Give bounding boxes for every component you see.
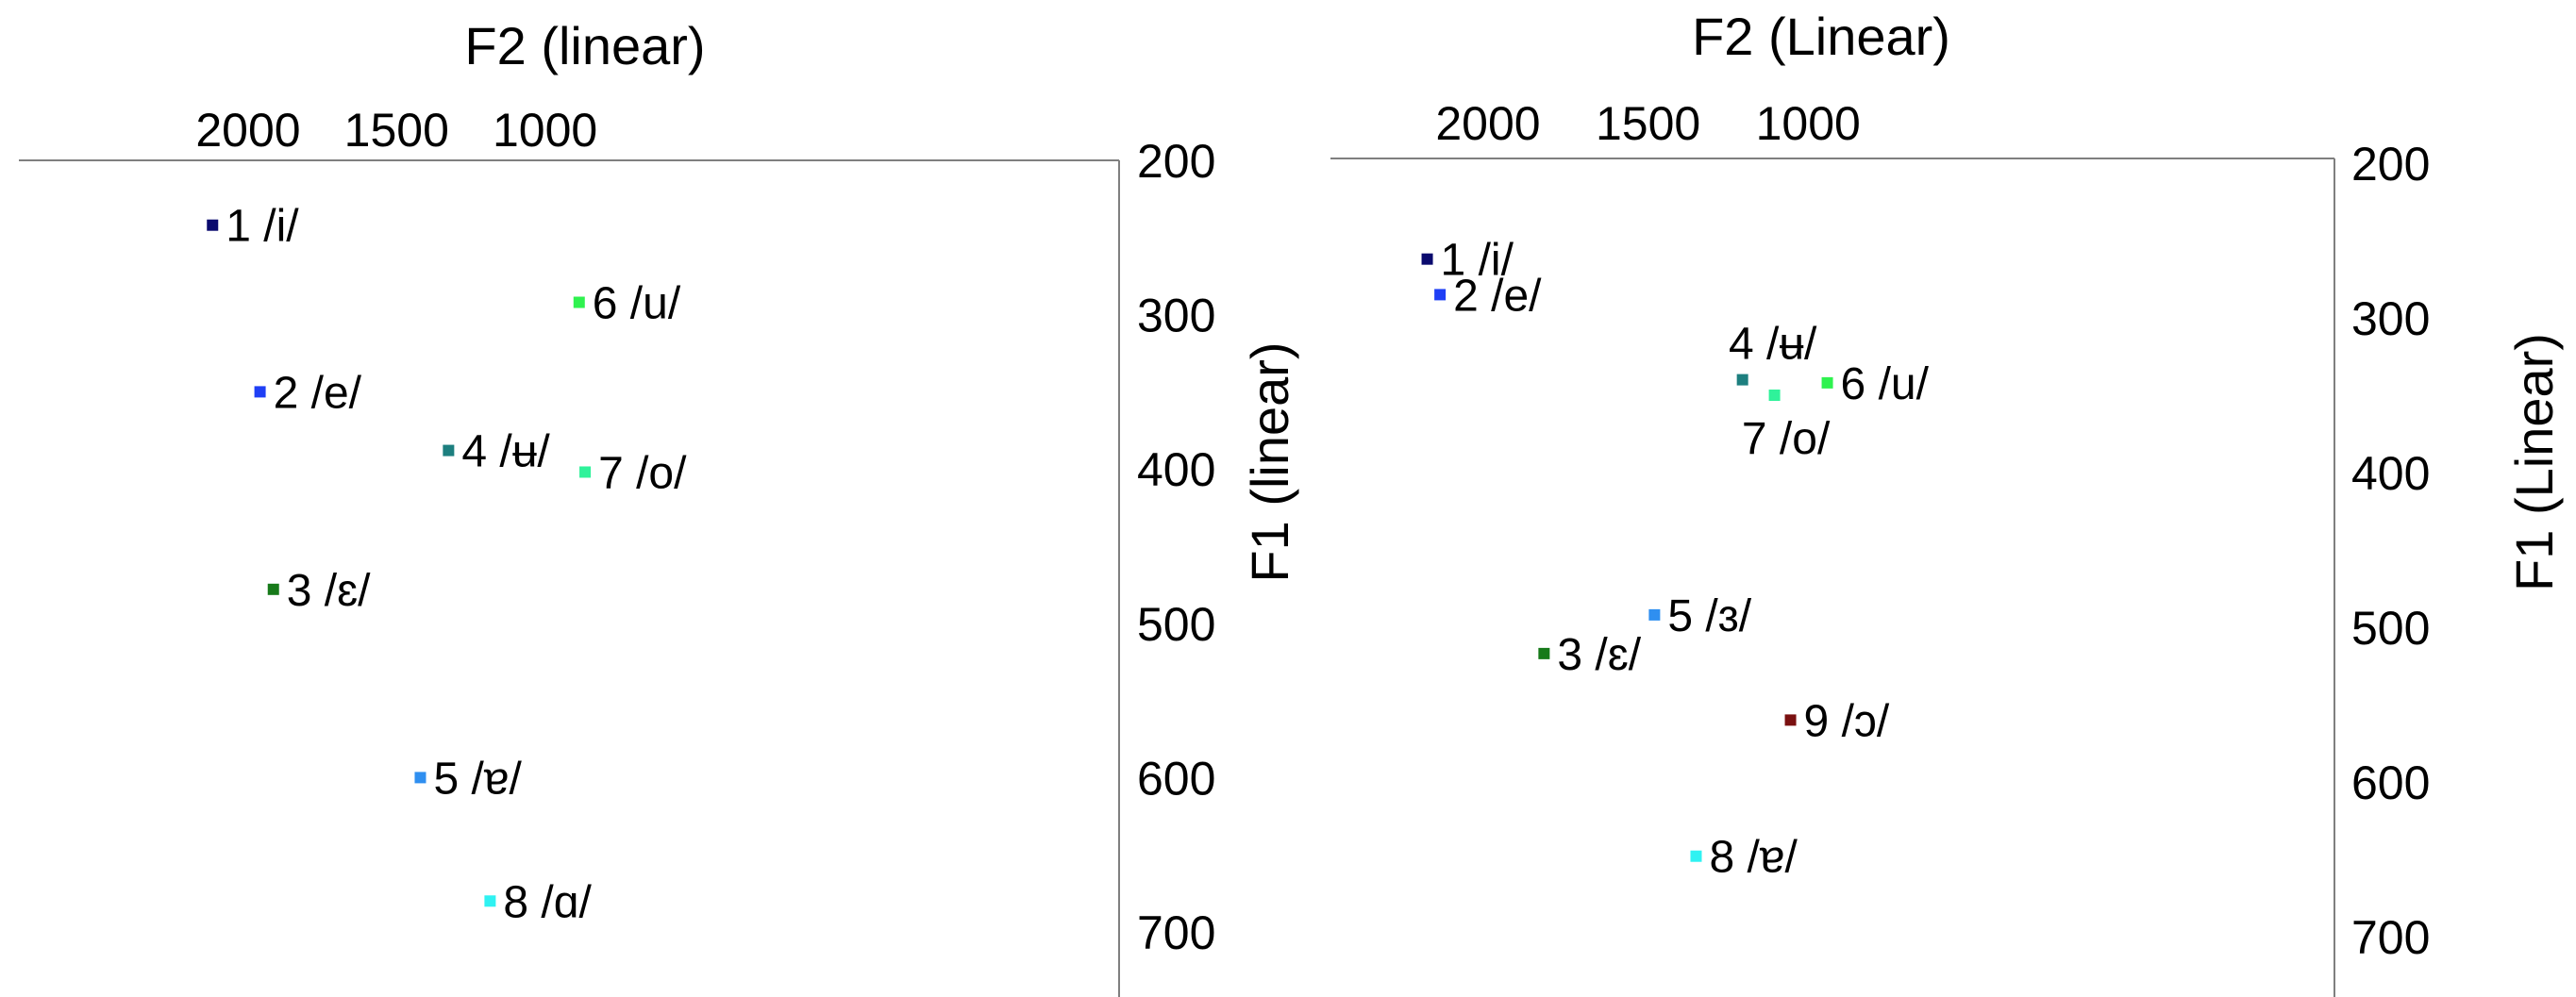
x-tick-label: 2000	[1435, 97, 1540, 150]
data-point-marker	[207, 219, 219, 231]
y-tick-label: 300	[1137, 290, 1215, 342]
y-tick-label: 200	[2351, 138, 2430, 191]
data-point-marker	[579, 466, 592, 478]
data-point-label: 3 /ɛ/	[1557, 630, 1641, 680]
y-tick-label: 400	[2351, 447, 2430, 500]
y-tick-label: 400	[1137, 443, 1215, 496]
data-point-label: 7 /o/	[1742, 414, 1831, 464]
data-point-marker	[1821, 376, 1833, 389]
data-point-marker	[254, 386, 266, 398]
data-point-marker	[267, 583, 279, 595]
x-tick-label: 2000	[195, 104, 300, 157]
data-point-marker	[1690, 850, 1702, 862]
data-point-label: 1 /i/	[226, 202, 299, 252]
data-point-marker	[484, 895, 496, 907]
data-point-marker	[1434, 289, 1447, 301]
x-tick-label: 1000	[1756, 97, 1861, 150]
y-tick-label: 500	[2351, 602, 2430, 655]
data-point-marker	[1736, 374, 1748, 386]
data-point-label: 5 /ɜ/	[1667, 591, 1751, 641]
data-point-label: 6 /u/	[593, 279, 681, 329]
data-point-label: 7 /o/	[598, 448, 687, 498]
y-tick-label: 500	[1137, 598, 1215, 651]
data-point-marker	[1421, 253, 1433, 265]
x-tick-label: 1500	[344, 104, 449, 157]
x-axis-title: F2 (linear)	[464, 16, 705, 75]
data-point-marker	[1538, 647, 1550, 659]
data-point-marker	[443, 444, 455, 457]
x-axis-title: F2 (Linear)	[1692, 7, 1950, 66]
y-tick-label: 200	[1137, 135, 1215, 188]
x-tick-label: 1000	[493, 104, 597, 157]
x-tick-label: 1500	[1596, 97, 1700, 150]
data-point-marker	[1648, 608, 1661, 621]
data-point-label: 1 /i/	[1441, 236, 1514, 286]
y-axis-title: F1 (linear)	[1240, 341, 1299, 582]
data-point-label: 3 /ɛ/	[287, 566, 371, 616]
data-point-label: 6 /u/	[1841, 359, 1930, 409]
y-tick-label: 300	[2351, 292, 2430, 345]
data-point-marker	[1784, 714, 1797, 726]
y-tick-label: 600	[1137, 752, 1215, 805]
y-tick-label: 700	[1137, 906, 1215, 959]
data-point-marker	[1768, 390, 1781, 401]
data-point-label: 2 /e/	[274, 368, 362, 418]
data-point-label: 9 /ɔ/	[1804, 696, 1890, 746]
data-point-label: 8 /ɑ/	[503, 877, 592, 927]
data-point-label: 8 /ɐ/	[1709, 833, 1798, 883]
data-point-marker	[573, 296, 585, 308]
data-point-label: 4 /ʉ/	[1729, 320, 1817, 370]
data-point-marker	[414, 772, 427, 784]
data-point-label: 4 /ʉ/	[461, 427, 550, 477]
y-tick-label: 600	[2351, 756, 2430, 809]
y-axis-title: F1 (Linear)	[2504, 333, 2564, 591]
y-tick-label: 700	[2351, 911, 2430, 964]
data-point-label: 2 /e/	[1453, 271, 1542, 321]
data-point-label: 5 /ɐ/	[433, 754, 522, 804]
